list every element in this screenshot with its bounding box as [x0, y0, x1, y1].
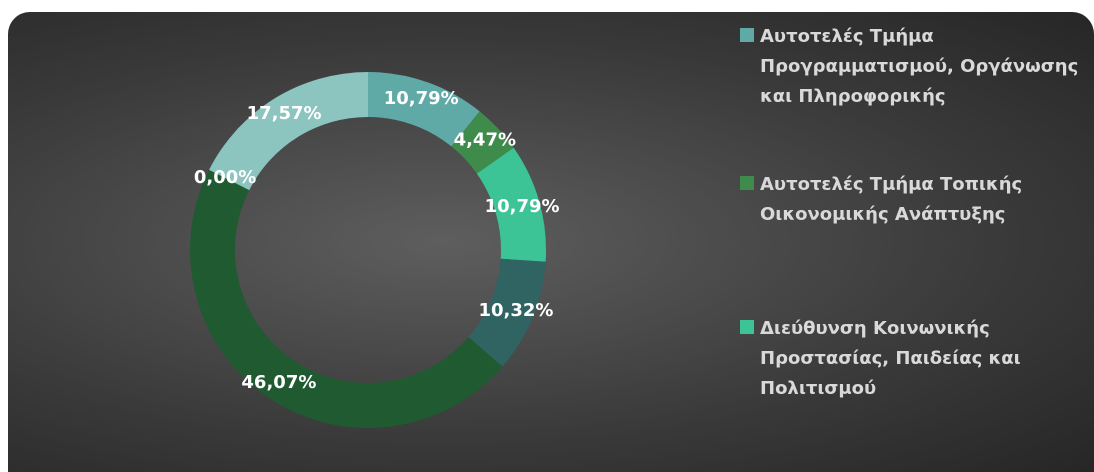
legend-swatch — [740, 28, 754, 42]
chart-panel — [8, 12, 1094, 472]
data-label: 46,07% — [241, 372, 316, 393]
donut-segment — [451, 111, 514, 174]
data-label: 17,57% — [247, 103, 322, 124]
donut-segment — [468, 258, 546, 367]
legend-label: Αυτοτελές Τμήμα Προγραμματισμού, Οργάνωσ… — [760, 26, 1079, 107]
donut-segment — [476, 147, 546, 262]
donut-segment — [209, 72, 368, 191]
donut-segment — [368, 72, 480, 147]
legend-label: Διεύθυνση Κοινωνικής Προστασίας, Παιδεία… — [760, 318, 1021, 399]
data-label: 0,00% — [194, 167, 256, 188]
legend-item: Αυτοτελές Τμήμα Τοπικής Οικονομικής Ανάπ… — [740, 170, 1080, 230]
data-label: 10,79% — [485, 196, 560, 217]
legend-swatch — [740, 320, 754, 334]
legend-swatch — [740, 176, 754, 190]
legend-label: Αυτοτελές Τμήμα Τοπικής Οικονομικής Ανάπ… — [760, 174, 1023, 225]
data-label: 10,32% — [478, 300, 553, 321]
data-label: 10,79% — [384, 88, 459, 109]
legend-item: Διεύθυνση Κοινωνικής Προστασίας, Παιδεία… — [740, 314, 1080, 404]
data-label: 4,47% — [454, 130, 516, 151]
donut-segment — [189, 169, 503, 429]
legend-item: Αυτοτελές Τμήμα Προγραμματισμού, Οργάνωσ… — [740, 22, 1080, 112]
